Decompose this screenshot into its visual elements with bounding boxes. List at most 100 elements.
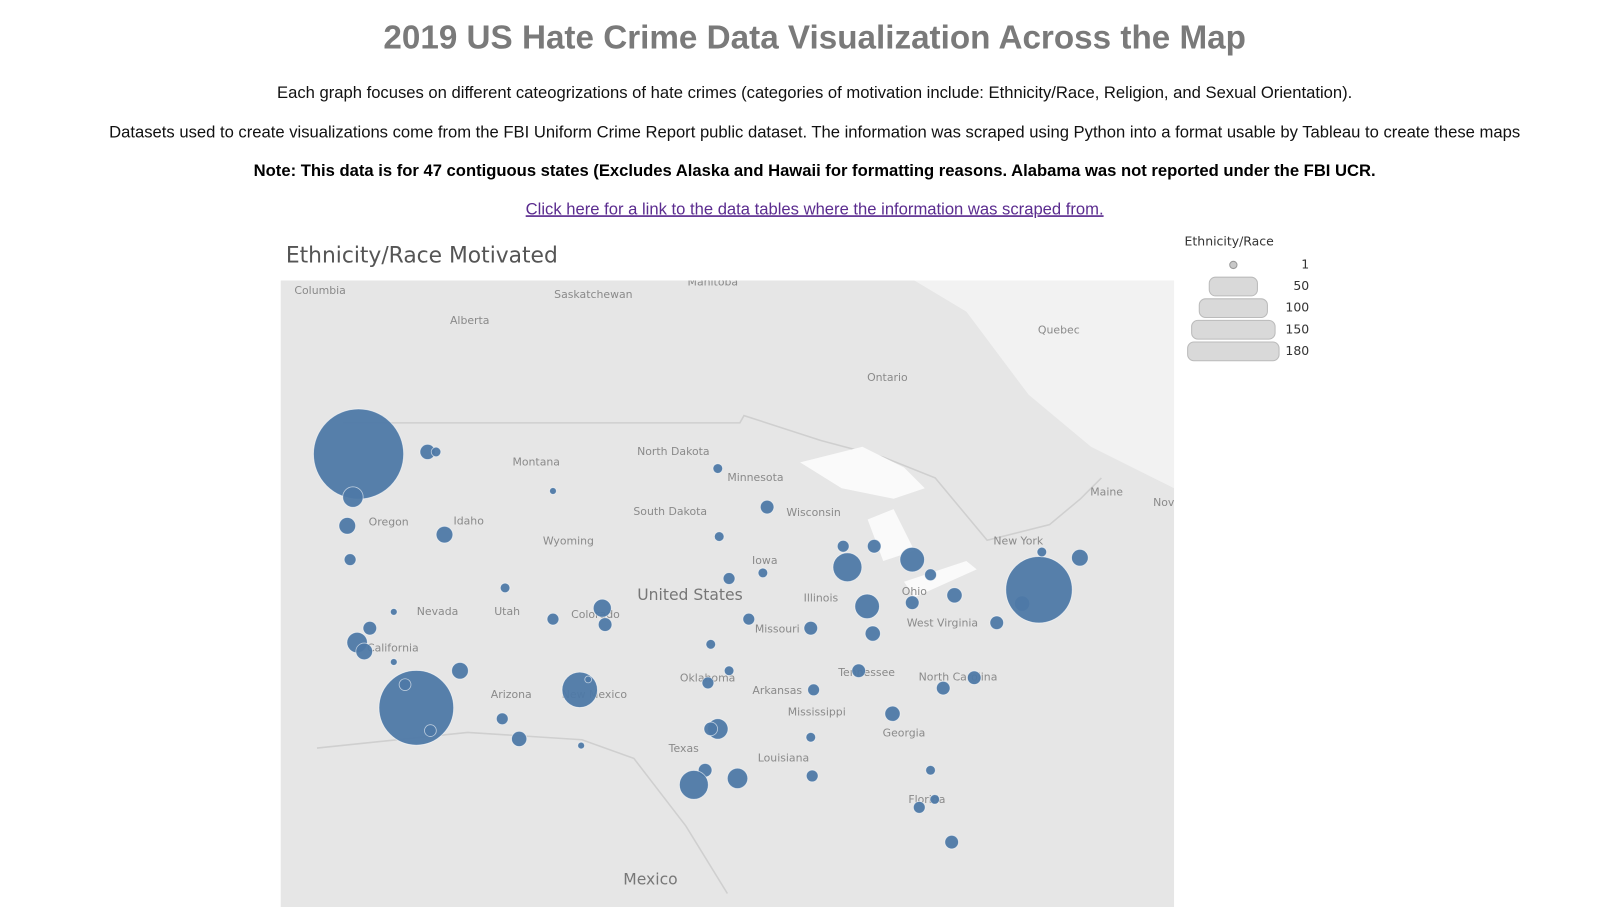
map-label: Mexico xyxy=(623,870,677,888)
map-label: California xyxy=(367,641,419,654)
map-label: Columbia xyxy=(294,284,345,297)
bubble xyxy=(944,834,959,850)
bubble xyxy=(742,612,756,626)
bubble xyxy=(362,620,378,636)
bubble xyxy=(511,730,528,747)
legend-label: 100 xyxy=(1285,300,1309,315)
map-label: West Virginia xyxy=(907,616,978,629)
bubble xyxy=(584,675,593,684)
bubble xyxy=(398,678,412,691)
bubble xyxy=(805,732,817,743)
legend-swatch xyxy=(1187,341,1280,362)
legend-label: 50 xyxy=(1293,278,1309,293)
bubble xyxy=(1036,546,1048,558)
bubble xyxy=(904,595,920,610)
description: Each graph focuses on different cateogri… xyxy=(277,83,1352,102)
bubble xyxy=(722,572,736,585)
bubble xyxy=(723,665,735,676)
map-label: Manitoba xyxy=(688,276,739,289)
bubble xyxy=(495,712,509,726)
map-label: Wyoming xyxy=(543,534,594,547)
bubble xyxy=(355,642,373,661)
bubble xyxy=(807,683,820,697)
bubble xyxy=(703,721,718,737)
bubble xyxy=(884,705,901,722)
bubble xyxy=(424,724,437,737)
legend-swatch xyxy=(1191,319,1276,340)
bubble xyxy=(597,617,613,632)
map-label: Arkansas xyxy=(752,684,802,697)
bubble xyxy=(577,741,585,750)
bubble xyxy=(451,661,469,680)
map-label: Minnesota xyxy=(727,471,783,484)
map-label: Ohio xyxy=(902,585,928,598)
bubble xyxy=(925,764,936,776)
datasets-text: Datasets used to create visualizations c… xyxy=(109,122,1520,141)
legend-label: 150 xyxy=(1285,321,1309,336)
bubble xyxy=(592,598,612,618)
bubble xyxy=(924,568,937,582)
map-label: Missouri xyxy=(755,623,800,636)
bubble xyxy=(435,525,454,544)
map-label: Texas xyxy=(668,742,699,755)
map-label: Illinois xyxy=(804,591,839,604)
bubble xyxy=(712,463,724,474)
bubble xyxy=(929,794,940,805)
border-mexico xyxy=(316,731,729,894)
bubble xyxy=(499,582,511,594)
bubble xyxy=(343,553,357,566)
bubble xyxy=(389,658,398,666)
bubble xyxy=(864,625,881,642)
data-link[interactable]: Click here for a link to the data tables… xyxy=(526,199,1104,218)
bubble xyxy=(757,567,769,579)
legend-title: Ethnicity/Race xyxy=(1185,234,1274,249)
bubble xyxy=(803,620,819,636)
map-label: Arizona xyxy=(491,688,532,701)
map-label: Oregon xyxy=(369,516,409,529)
bubble xyxy=(832,552,863,583)
map-label: Ontario xyxy=(867,371,908,384)
map-label: Georgia xyxy=(883,726,926,739)
map-label: South Dakota xyxy=(633,505,707,518)
bubble xyxy=(851,663,866,678)
map-label: North Carolina xyxy=(919,670,998,683)
bubble xyxy=(726,767,749,790)
bubble xyxy=(705,639,716,650)
legend-label: 180 xyxy=(1285,343,1309,358)
bubble xyxy=(313,408,405,500)
map-label: Saskatchewan xyxy=(554,288,632,301)
page-title: 2019 US Hate Crime Data Visualization Ac… xyxy=(383,19,1246,56)
bubble xyxy=(701,676,715,690)
bubble xyxy=(546,612,560,626)
bubble xyxy=(966,670,982,685)
bubble xyxy=(561,671,598,708)
bubble-layer xyxy=(313,408,1089,850)
map-label: Tennessee xyxy=(837,666,895,679)
map-label: Maine xyxy=(1090,485,1123,498)
bubble xyxy=(1071,548,1089,567)
bubble xyxy=(430,446,442,458)
bubble xyxy=(759,499,775,515)
great-lakes xyxy=(800,446,977,598)
legend-swatch xyxy=(1229,260,1238,270)
bubble xyxy=(935,680,951,696)
bubble xyxy=(678,769,709,800)
bubble xyxy=(989,615,1004,630)
map-label: Nov xyxy=(1153,496,1175,509)
legend-label: 1 xyxy=(1301,256,1309,271)
map-label: Iowa xyxy=(752,554,777,567)
map-label: North Dakota xyxy=(637,445,710,458)
bubble xyxy=(389,608,398,616)
map-label: Montana xyxy=(512,455,559,468)
map-label: New York xyxy=(993,534,1044,547)
legend-swatch xyxy=(1198,298,1268,319)
bubble xyxy=(1005,556,1073,624)
bubble xyxy=(713,531,725,542)
map-label: Quebec xyxy=(1038,323,1080,336)
map-label: Nevada xyxy=(417,605,459,618)
map-label: United States xyxy=(637,586,743,604)
bubble xyxy=(378,670,455,746)
